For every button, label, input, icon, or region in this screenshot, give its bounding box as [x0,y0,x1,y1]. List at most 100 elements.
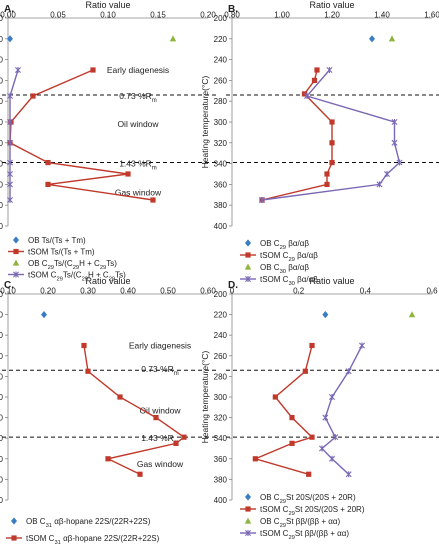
legend-marker [13,236,19,244]
data-point [15,67,21,73]
y-tick-label: 260 [214,352,228,361]
data-point [388,35,396,42]
legend-label: OB C31 αβ-hopane 22S/(22R+22S) [26,517,151,529]
annotation: Oil window [139,405,181,415]
y-tick-label: 360 [214,180,228,189]
y-tick-label: 220 [0,35,4,44]
x-tick-label: 0.40 [120,287,136,296]
legend-marker [245,493,251,501]
data-point [319,445,325,452]
y-tick-label: 280 [0,97,4,106]
y-tick-label: 340 [214,160,228,169]
x-tick-label: 0.4 [360,287,372,296]
y-tick-label: 300 [214,118,228,127]
series-1 [369,35,375,43]
series-line [9,69,154,201]
data-point [408,311,416,318]
chart-panel-2: B. Ratio value Heating temperature(°C) 0.80… [200,0,439,287]
y-tick-label: 300 [0,393,4,402]
x-tick-label: 1.00 [274,11,290,20]
legend-label: tSOM C29St 20S/(20S + 20R) [260,505,365,517]
x-tick-label: 0 [230,287,235,296]
annotation: 1.43 %Rm [119,159,157,172]
legend-label: tSOM C29Ts/(C29H + C29Ts) [28,271,126,283]
legend-label: OB C29St 20S/(20S + 20R) [260,493,356,505]
y-tick-label: 320 [0,139,4,148]
data-point [7,159,13,166]
y-tick-label: 280 [214,372,228,381]
data-point [359,342,365,349]
data-point [322,311,329,319]
data-point [311,77,318,83]
legend: OB Ts/(Ts + Tm) tSOM Ts/(Ts + Tm) OB C29Ts… [8,236,126,283]
data-point [332,434,339,441]
x-tick-label: 1.20 [324,11,340,20]
y-tick-label: 400 [0,222,4,231]
x-tick-label: 0.30 [80,287,96,296]
x-axis-title: Ratio value [85,0,130,10]
data-point [90,67,96,73]
legend-marker [245,276,251,282]
x-axis-title: Ratio value [85,276,130,286]
series-3 [408,311,416,318]
data-point [345,368,352,375]
data-point [302,368,308,374]
data-point [322,414,329,421]
annotation: 0.73 %Rm [119,91,157,104]
x-tick-label: 0.2 [293,287,305,296]
annotation: Gas window [115,188,162,198]
x-tick-label: 0.20 [200,11,216,20]
data-point [329,455,335,462]
legend-label: OB C29 βα/αβ [260,239,309,251]
data-point [105,456,111,462]
data-point [391,139,398,146]
y-tick-label: 380 [0,475,4,484]
x-axis-title: Ratio value [309,276,354,286]
series-4 [259,67,403,203]
legend-label: tSOM C29St ββ/(ββ + αα) [260,529,349,541]
y-tick-label: 200 [214,14,228,23]
data-point [259,197,265,203]
data-point [272,394,278,400]
panel-label: D. [228,280,238,291]
y-tick-label: 200 [0,290,4,299]
y-tick-label: 200 [0,14,4,23]
series-1 [7,35,13,43]
data-point [304,93,310,99]
chart-panel-1: A. Ratio value Heating temperature(°C) 0.00… [0,0,216,283]
data-point [7,93,13,99]
x-tick-label: 0.10 [0,287,16,296]
data-point [169,35,177,42]
legend-marker [245,239,251,247]
y-tick-label: 380 [214,475,228,484]
y-tick-label: 400 [214,222,228,231]
data-point [329,140,335,146]
data-point [7,139,13,146]
y-tick-label: 240 [214,331,228,340]
y-tick-label: 280 [0,372,4,381]
legend-label: OB Ts/(Ts + Tm) [28,236,86,245]
y-tick-label: 240 [0,331,4,340]
data-point [181,434,187,440]
annotation: 0.73 %Rm [141,364,179,377]
data-point [41,311,47,319]
annotation: Oil window [117,119,159,129]
data-point [117,394,123,400]
y-tick-label: 340 [214,434,228,443]
x-tick-label: 0.6 [426,287,438,296]
data-point [309,342,315,349]
y-tick-label: 200 [214,290,228,299]
x-tick-label: 1.40 [374,11,390,20]
legend-label: tSOM C31 αβ-hopane 22S/(22R+22S) [26,534,160,546]
legend-marker [245,506,251,512]
data-point [81,342,87,349]
data-point [252,456,258,462]
data-point [125,171,131,177]
data-point [369,35,375,43]
chart-panel-3: C. Ratio value Heating temperature(°C) 0.10… [0,276,216,546]
series-2 [252,342,315,477]
x-tick-label: 0.00 [0,11,16,20]
data-point [345,471,352,478]
legend: OB C31 αβ-hopane 22S/(22R+22S) tSOM C31 α… [6,517,160,546]
panel-label: C. [4,280,14,291]
